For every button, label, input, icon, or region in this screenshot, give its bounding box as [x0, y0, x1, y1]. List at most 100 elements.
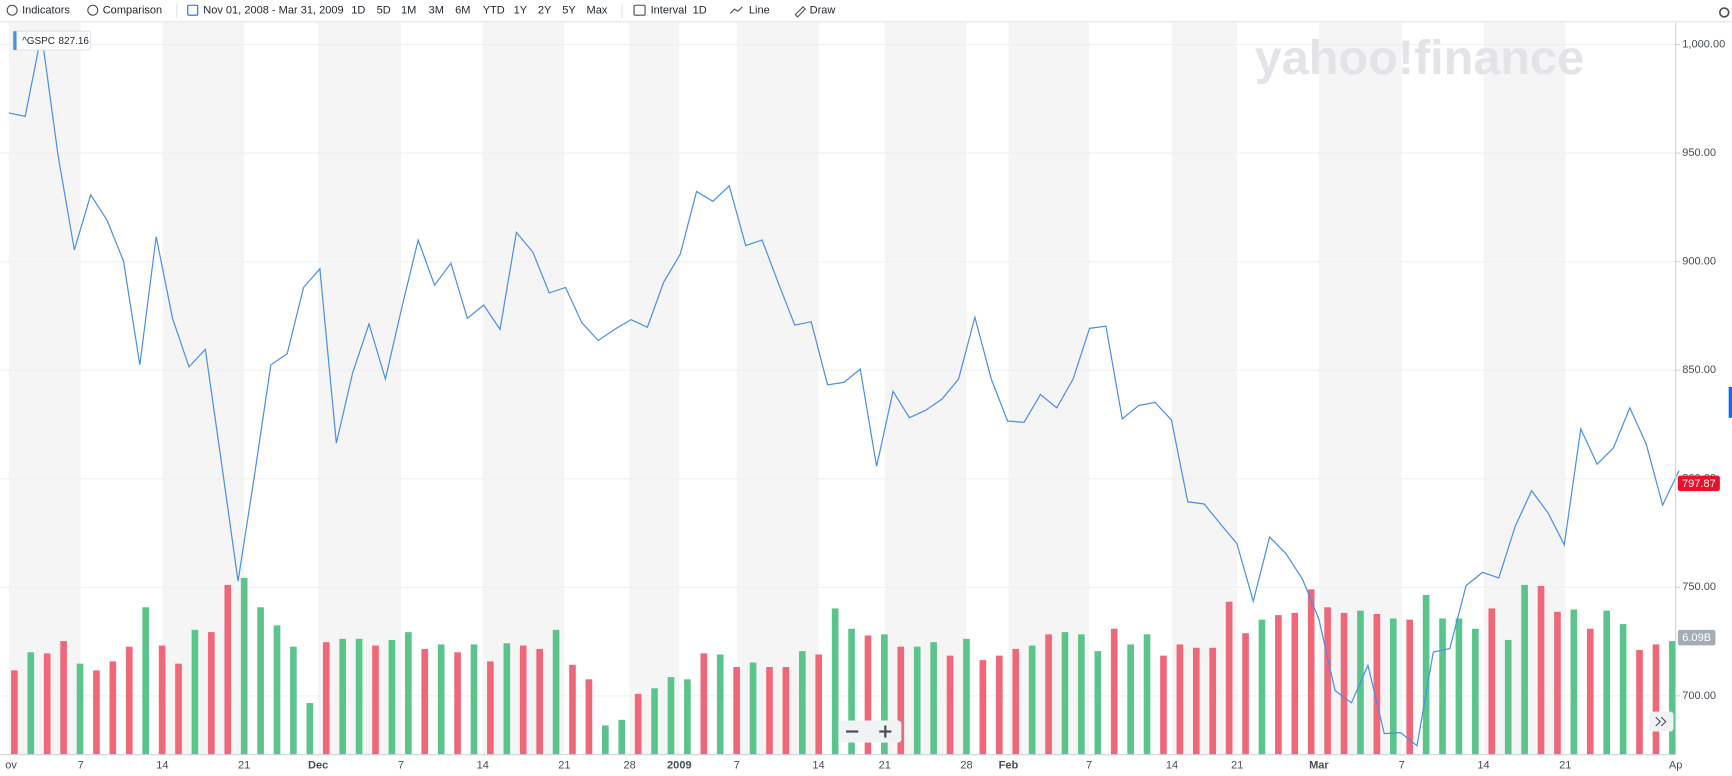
volume-bar — [864, 635, 872, 755]
volume-bar — [1488, 608, 1496, 755]
scroll-arrow — [1655, 716, 1661, 727]
range-button[interactable]: 5Y — [562, 5, 576, 17]
range-button[interactable]: 1M — [401, 5, 416, 17]
volume-bar — [125, 646, 133, 755]
volume-bar — [1061, 632, 1069, 755]
volume-bar — [815, 654, 823, 755]
volume-bar — [437, 644, 445, 755]
volume-bar — [60, 641, 67, 755]
volume-bar — [1340, 612, 1348, 755]
line-icon — [729, 6, 743, 14]
volume-bar — [487, 661, 494, 755]
volume-bar — [1094, 651, 1102, 755]
y-tick-label: 1,000.00 — [1682, 38, 1725, 50]
volume-bar — [667, 677, 675, 755]
tooltip-value: 827.16 — [59, 36, 90, 47]
volume-bar — [1028, 645, 1036, 755]
volume-bar — [355, 638, 363, 755]
indicators-icon — [6, 4, 18, 16]
x-tick-label: 7 — [1086, 760, 1092, 772]
volume-bar — [43, 653, 51, 755]
x-tick-label: 14 — [812, 760, 824, 772]
indicators-button[interactable]: Indicators — [22, 5, 70, 17]
volume-bar — [979, 660, 987, 755]
volume-bar — [1110, 628, 1118, 755]
volume-bar — [766, 667, 773, 755]
range-button[interactable]: 1Y — [514, 5, 528, 17]
watermark: yahoo!finance — [1255, 31, 1584, 85]
scroll-end[interactable] — [1649, 711, 1674, 732]
volume-bar — [782, 667, 790, 755]
volume-bar — [1422, 594, 1430, 755]
volume-bar — [273, 625, 281, 755]
interval-icon — [633, 4, 646, 16]
volume-bar — [208, 632, 215, 755]
draw-icon — [794, 6, 807, 18]
y-tick-label: 900.00 — [1682, 256, 1716, 268]
volume-bar — [881, 634, 888, 755]
x-tick-label: 7 — [78, 760, 84, 772]
y-tick-label: 850.00 — [1682, 364, 1716, 376]
interval-label[interactable]: Interval — [651, 5, 687, 17]
x-tick-label: Mar — [1309, 760, 1329, 772]
x-tick-label: 21 — [1231, 760, 1243, 772]
volume-bar — [158, 645, 166, 755]
chart-type[interactable]: Line — [749, 5, 770, 17]
range-button[interactable]: Max — [587, 5, 608, 17]
y-tick-label: 750.00 — [1682, 581, 1716, 593]
range-button[interactable]: 5D — [377, 5, 391, 17]
volume-bar — [913, 646, 921, 755]
volume-bar — [1554, 611, 1561, 755]
volume-bar — [602, 725, 609, 755]
comparison-button[interactable]: Comparison — [103, 5, 162, 17]
volume-bar — [1636, 650, 1643, 755]
volume-bar — [634, 693, 642, 755]
x-tick-label: Dec — [308, 760, 328, 772]
volume-bar — [1143, 634, 1151, 755]
x-tick-label: 28 — [960, 760, 972, 772]
volume-bar — [1291, 612, 1299, 755]
volume-bar — [1078, 634, 1085, 755]
volume-bar — [1307, 589, 1315, 755]
volume-bar — [1242, 633, 1249, 755]
x-tick-label: 21 — [879, 760, 891, 772]
y-tick-label: 700.00 — [1682, 690, 1716, 702]
volume-bar — [503, 643, 511, 755]
volume-bar — [1521, 584, 1528, 755]
x-tick-label: 7 — [398, 760, 404, 772]
volume-bar — [733, 667, 740, 755]
date-range[interactable]: Nov 01, 2008 - Mar 31, 2009 — [203, 5, 343, 17]
range-button[interactable]: 2Y — [538, 5, 552, 17]
volume-bar — [831, 608, 839, 755]
volume-bar — [1603, 610, 1611, 755]
settings-icon[interactable] — [1719, 7, 1730, 18]
volume-bar — [1176, 644, 1184, 755]
draw-button[interactable]: Draw — [810, 5, 836, 17]
volume-bar — [946, 655, 954, 755]
interval-value[interactable]: 1D — [693, 5, 707, 17]
volume-bar — [93, 670, 100, 755]
calendar-icon — [187, 4, 199, 16]
range-button[interactable]: 1D — [351, 5, 365, 17]
volume-bar — [569, 664, 576, 755]
volume-bar — [290, 646, 297, 755]
volume-bar — [618, 719, 626, 755]
volume-bar — [651, 688, 658, 755]
range-button[interactable]: YTD — [483, 5, 505, 17]
side-handle[interactable] — [1728, 386, 1732, 418]
volume-bar — [1275, 615, 1282, 755]
volume-bar — [1406, 619, 1414, 755]
volume-bar — [27, 652, 35, 755]
range-button[interactable]: 6M — [455, 5, 470, 17]
volume-bar — [405, 632, 412, 755]
volume-bar — [1586, 628, 1594, 755]
volume-bar — [306, 703, 314, 755]
tooltip-name: ^GSPC — [22, 36, 55, 47]
volume-bar — [339, 638, 346, 755]
range-button[interactable]: 3M — [429, 5, 444, 17]
volume-bar — [372, 645, 379, 755]
volume-bar — [930, 642, 937, 755]
x-tick-label: 21 — [558, 760, 570, 772]
volume-bar — [142, 607, 149, 755]
